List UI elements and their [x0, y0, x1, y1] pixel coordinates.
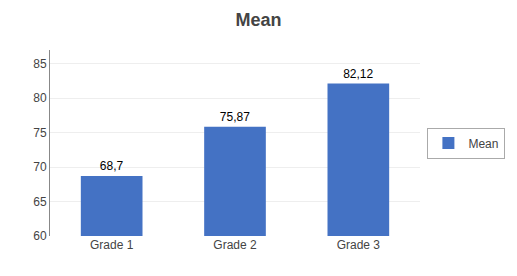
svg-text:Grade 2: Grade 2 — [213, 238, 257, 252]
svg-text:68,7: 68,7 — [100, 159, 124, 173]
svg-text:Grade 1: Grade 1 — [90, 238, 134, 252]
svg-text:Mean: Mean — [468, 137, 498, 151]
svg-text:75,87: 75,87 — [220, 110, 250, 124]
svg-text:60: 60 — [33, 229, 47, 243]
svg-text:82,12: 82,12 — [343, 67, 373, 81]
svg-text:Mean: Mean — [235, 10, 281, 30]
svg-text:80: 80 — [33, 91, 47, 105]
svg-text:65: 65 — [33, 195, 47, 209]
svg-text:Grade 3: Grade 3 — [337, 238, 381, 252]
svg-text:85: 85 — [33, 57, 47, 71]
svg-text:75: 75 — [33, 126, 47, 140]
svg-text:70: 70 — [33, 160, 47, 174]
